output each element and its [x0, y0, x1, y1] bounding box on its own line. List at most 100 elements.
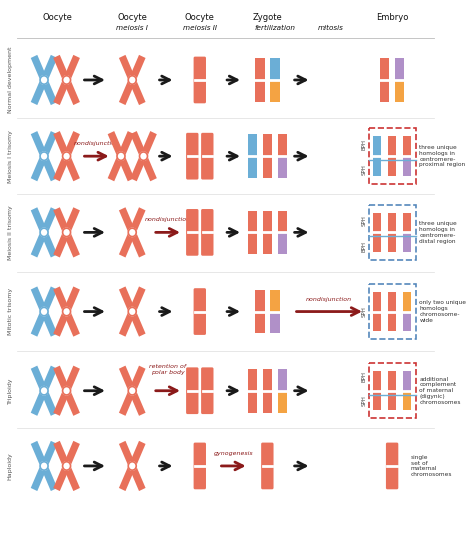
Text: SPH: SPH	[362, 306, 367, 317]
Polygon shape	[129, 441, 146, 468]
Polygon shape	[64, 131, 80, 158]
Polygon shape	[31, 131, 47, 158]
Bar	[255, 58, 264, 80]
Text: meiosis II: meiosis II	[183, 25, 217, 31]
Polygon shape	[64, 55, 80, 82]
Bar	[403, 156, 411, 176]
Polygon shape	[53, 55, 70, 82]
Polygon shape	[41, 366, 57, 392]
FancyBboxPatch shape	[193, 443, 206, 489]
Polygon shape	[31, 310, 47, 337]
Bar	[270, 80, 280, 102]
Bar	[247, 391, 257, 413]
FancyBboxPatch shape	[193, 288, 206, 335]
Bar	[403, 391, 411, 410]
Bar	[395, 58, 404, 80]
Polygon shape	[129, 286, 146, 313]
FancyBboxPatch shape	[186, 133, 199, 180]
Bar	[373, 312, 382, 331]
Bar	[388, 137, 396, 156]
Polygon shape	[53, 131, 70, 158]
Polygon shape	[53, 464, 70, 491]
Text: BPH: BPH	[362, 371, 367, 383]
Text: SPH: SPH	[362, 215, 367, 226]
Polygon shape	[41, 131, 57, 158]
Polygon shape	[64, 464, 80, 491]
Text: Zygote: Zygote	[253, 13, 282, 22]
Circle shape	[40, 386, 48, 395]
Text: Oocyte: Oocyte	[117, 13, 147, 22]
Bar	[373, 371, 382, 391]
Text: BPH: BPH	[362, 240, 367, 252]
Polygon shape	[119, 286, 136, 313]
Bar	[373, 292, 382, 312]
Polygon shape	[31, 464, 47, 491]
Bar	[373, 232, 382, 252]
Polygon shape	[41, 207, 57, 234]
Polygon shape	[41, 79, 57, 105]
Circle shape	[63, 307, 71, 316]
Bar	[247, 369, 257, 391]
Bar	[388, 213, 396, 232]
Bar	[263, 134, 272, 156]
Circle shape	[40, 307, 48, 316]
Polygon shape	[31, 207, 47, 234]
FancyBboxPatch shape	[186, 367, 199, 414]
Polygon shape	[130, 154, 147, 181]
Polygon shape	[129, 207, 146, 234]
Bar	[373, 213, 382, 232]
Text: three unique
homologs in
centromere-
distal region: three unique homologs in centromere- dis…	[419, 221, 457, 244]
Text: additional
complement
of maternal
(digynic)
chromosomes: additional complement of maternal (digyn…	[419, 377, 461, 405]
Bar	[278, 232, 287, 254]
Text: SPH: SPH	[362, 165, 367, 175]
Bar	[270, 289, 280, 312]
Text: Normal development: Normal development	[8, 47, 13, 113]
Bar	[373, 391, 382, 410]
Polygon shape	[64, 207, 80, 234]
Bar	[247, 134, 257, 156]
Polygon shape	[31, 441, 47, 468]
Circle shape	[40, 76, 48, 84]
Polygon shape	[119, 310, 136, 337]
Text: retention of
polar body: retention of polar body	[149, 364, 186, 375]
Text: Triploidy: Triploidy	[8, 378, 13, 404]
Circle shape	[117, 152, 125, 160]
Polygon shape	[41, 464, 57, 491]
Bar	[388, 312, 396, 331]
Polygon shape	[41, 231, 57, 258]
Polygon shape	[41, 286, 57, 313]
Bar	[388, 232, 396, 252]
Polygon shape	[129, 79, 146, 105]
Polygon shape	[64, 79, 80, 105]
Polygon shape	[31, 154, 47, 181]
Polygon shape	[119, 207, 136, 234]
Polygon shape	[53, 231, 70, 258]
Text: gynogenesis: gynogenesis	[214, 451, 254, 456]
Polygon shape	[108, 154, 124, 181]
Circle shape	[63, 462, 71, 470]
Bar	[255, 289, 264, 312]
Polygon shape	[53, 441, 70, 468]
Text: nondisjunction: nondisjunction	[306, 296, 352, 302]
Circle shape	[128, 386, 136, 395]
Text: mitosis: mitosis	[318, 25, 344, 31]
Bar	[403, 232, 411, 252]
Polygon shape	[119, 441, 136, 468]
Polygon shape	[53, 366, 70, 392]
Polygon shape	[119, 366, 136, 392]
Text: nondisjunction: nondisjunction	[73, 141, 119, 146]
Circle shape	[40, 152, 48, 160]
Bar	[247, 232, 257, 254]
Bar	[263, 232, 272, 254]
Polygon shape	[64, 154, 80, 181]
Text: Meiosis I trisomy: Meiosis I trisomy	[8, 130, 13, 182]
Bar	[380, 58, 390, 80]
Polygon shape	[129, 231, 146, 258]
Polygon shape	[129, 310, 146, 337]
FancyBboxPatch shape	[193, 56, 206, 103]
Bar	[395, 80, 404, 102]
Bar	[247, 210, 257, 232]
Circle shape	[63, 386, 71, 395]
Polygon shape	[129, 464, 146, 491]
Bar	[263, 156, 272, 178]
